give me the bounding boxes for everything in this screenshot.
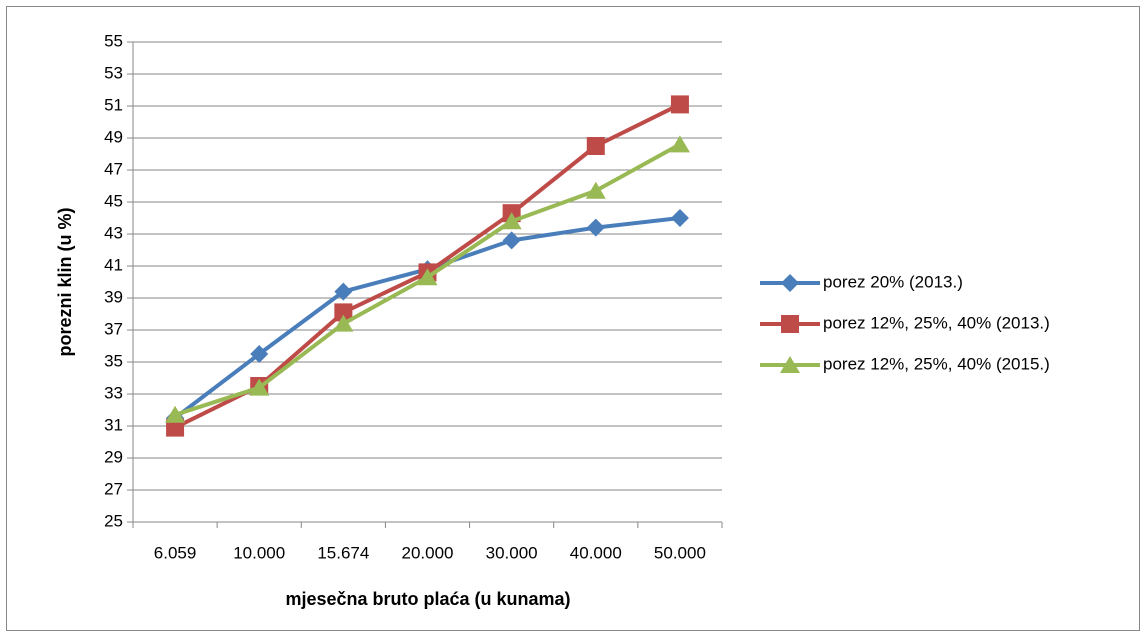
legend-label: porez 20% (2013.) <box>823 272 963 291</box>
y-tick-label: 47 <box>104 159 123 178</box>
chart-border <box>6 6 1140 631</box>
marker <box>586 218 605 237</box>
x-tick-label: 15.674 <box>317 543 369 562</box>
x-tick-label: 30.000 <box>486 543 538 562</box>
y-tick-label: 49 <box>104 127 123 146</box>
legend-label: porez 12%, 25%, 40% (2015.) <box>823 354 1050 373</box>
marker <box>417 268 438 286</box>
marker <box>781 315 799 333</box>
marker <box>333 314 354 332</box>
marker <box>585 181 606 199</box>
y-tick-label: 33 <box>104 383 123 402</box>
y-tick-label: 43 <box>104 223 123 242</box>
x-tick-label: 6.059 <box>154 543 197 562</box>
marker <box>502 231 521 250</box>
marker <box>249 378 270 396</box>
marker <box>166 418 185 437</box>
marker <box>250 345 269 363</box>
marker <box>781 274 799 292</box>
y-tick-label: 51 <box>104 95 123 114</box>
y-tick-label: 29 <box>104 447 123 466</box>
y-tick-label: 45 <box>104 191 123 210</box>
y-tick-label: 31 <box>104 415 123 434</box>
x-tick-label: 40.000 <box>570 543 622 562</box>
marker <box>586 137 605 155</box>
y-tick-label: 39 <box>104 287 123 306</box>
y-tick-label: 53 <box>104 63 123 82</box>
x-tick-label: 50.000 <box>654 543 706 562</box>
marker <box>165 405 186 423</box>
y-tick-label: 25 <box>104 511 123 530</box>
marker <box>670 209 689 227</box>
marker <box>670 95 689 114</box>
marker <box>334 303 353 322</box>
marker <box>334 282 353 301</box>
legend-label: porez 12%, 25%, 40% (2013.) <box>823 313 1050 332</box>
y-tick-label: 35 <box>104 351 123 370</box>
y-tick-label: 55 <box>104 31 123 50</box>
x-tick-label: 20.000 <box>402 543 454 562</box>
marker <box>780 356 800 373</box>
marker <box>501 212 522 230</box>
marker <box>669 135 690 153</box>
x-axis-title: mjesečna bruto plaća (u kunama) <box>285 589 570 609</box>
y-tick-label: 41 <box>104 255 123 274</box>
x-tick-label: 10.000 <box>233 543 285 562</box>
y-tick-label: 27 <box>104 479 123 498</box>
y-axis-title: porezni klin (u %) <box>55 207 75 356</box>
y-tick-label: 37 <box>104 319 123 338</box>
